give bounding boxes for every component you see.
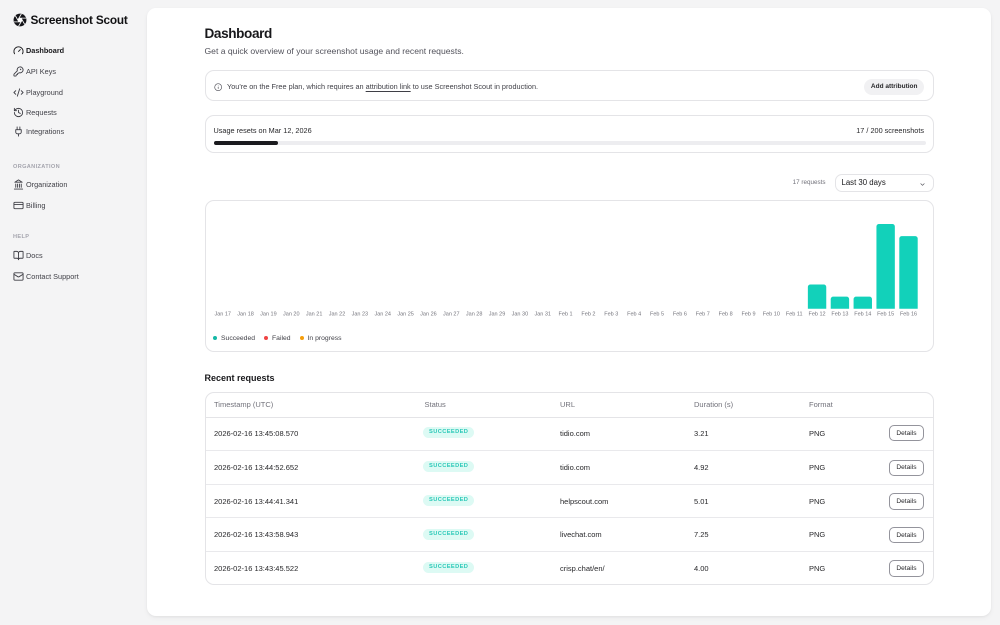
svg-text:Jan 31: Jan 31: [534, 312, 551, 318]
svg-text:Feb 16: Feb 16: [900, 312, 917, 318]
svg-text:Jan 27: Jan 27: [443, 312, 460, 318]
svg-text:Jan 30: Jan 30: [512, 312, 529, 318]
svg-text:Jan 28: Jan 28: [466, 312, 483, 318]
svg-text:Jan 20: Jan 20: [283, 312, 300, 318]
svg-text:Feb 8: Feb 8: [719, 312, 733, 318]
svg-text:Feb 13: Feb 13: [831, 312, 848, 318]
svg-text:Feb 14: Feb 14: [854, 312, 871, 318]
svg-text:Jan 23: Jan 23: [352, 312, 369, 318]
svg-text:Jan 24: Jan 24: [374, 312, 391, 318]
svg-text:Feb 3: Feb 3: [604, 312, 618, 318]
svg-text:Jan 26: Jan 26: [420, 312, 437, 318]
svg-text:Feb 12: Feb 12: [808, 312, 825, 318]
svg-text:Jan 19: Jan 19: [260, 312, 277, 318]
svg-text:Jan 22: Jan 22: [329, 312, 346, 318]
svg-text:Feb 6: Feb 6: [673, 312, 687, 318]
svg-text:Jan 17: Jan 17: [214, 312, 231, 318]
svg-text:Feb 2: Feb 2: [581, 312, 595, 318]
svg-text:Feb 10: Feb 10: [763, 312, 780, 318]
svg-text:Jan 21: Jan 21: [306, 312, 323, 318]
svg-text:Feb 7: Feb 7: [696, 312, 710, 318]
svg-text:Feb 5: Feb 5: [650, 312, 664, 318]
svg-text:Feb 1: Feb 1: [559, 312, 573, 318]
svg-text:Jan 25: Jan 25: [397, 312, 414, 318]
svg-text:Feb 11: Feb 11: [786, 312, 803, 318]
svg-text:Feb 9: Feb 9: [741, 312, 755, 318]
svg-text:Jan 18: Jan 18: [237, 312, 254, 318]
svg-text:Feb 4: Feb 4: [627, 312, 641, 318]
svg-text:Jan 29: Jan 29: [489, 312, 506, 318]
svg-text:Feb 15: Feb 15: [877, 312, 894, 318]
